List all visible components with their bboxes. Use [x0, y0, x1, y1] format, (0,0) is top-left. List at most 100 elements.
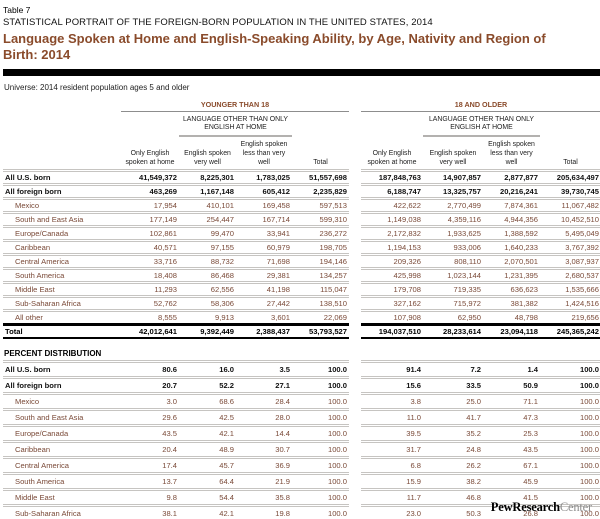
column-gap [349, 309, 361, 323]
subgroup-header-right: LANGUAGE OTHER THAN ONLY ENGLISH AT HOME [423, 115, 540, 138]
value-cell: 410,101 [179, 197, 236, 211]
value-cell: 36.9 [236, 456, 292, 472]
value-cell: 209,326 [361, 253, 423, 267]
value-cell: 2,235,829 [292, 183, 349, 197]
value-cell: 100.0 [292, 456, 349, 472]
column-gap [349, 267, 361, 281]
column-gap [349, 211, 361, 225]
value-cell: 15.6 [361, 376, 423, 392]
column-gap [349, 281, 361, 295]
value-cell: 52,762 [121, 295, 179, 309]
value-cell: 35.2 [423, 424, 483, 440]
table-row: Sub-Saharan Africa 38.1 42.1 19.8 100.0 23.0 5… [3, 504, 600, 519]
table-row: All foreign born 463,269 1,167,148 605,412 2… [3, 183, 600, 197]
value-cell: 31.7 [361, 440, 423, 456]
value-cell: 14,907,857 [423, 169, 483, 183]
value-cell: 1,194,153 [361, 239, 423, 253]
row-label: Europe/Canada [3, 424, 121, 440]
value-cell: 91.4 [361, 360, 423, 376]
value-cell: 100.0 [540, 360, 600, 376]
value-cell: 7.2 [423, 360, 483, 376]
row-label: South America [3, 472, 121, 488]
value-cell: 71,698 [236, 253, 292, 267]
value-cell: 100.0 [292, 472, 349, 488]
table-row: Mexico 17,954 410,101 169,458 597,513 422,622… [3, 197, 600, 211]
value-cell: 39,730,745 [540, 183, 600, 197]
table-row: All other 8,555 9,913 3,601 22,069 107,908 62,… [3, 309, 600, 323]
value-cell: 29,381 [236, 267, 292, 281]
value-cell: 33.5 [423, 376, 483, 392]
value-cell: 597,513 [292, 197, 349, 211]
table-row: Total 42,012,641 9,392,449 2,388,437 53,793,… [3, 323, 600, 340]
value-cell: 100.0 [540, 456, 600, 472]
value-cell: 9,913 [179, 309, 236, 323]
table-row: South and East Asia 177,149 254,447 167,714… [3, 211, 600, 225]
column-gap [349, 440, 361, 456]
value-cell: 219,656 [540, 309, 600, 323]
value-cell: 48.9 [179, 440, 236, 456]
value-cell: 636,623 [483, 281, 540, 295]
value-cell: 52.2 [179, 376, 236, 392]
row-label: All other [3, 309, 121, 323]
value-cell: 20.4 [121, 440, 179, 456]
value-cell: 45.7 [179, 456, 236, 472]
value-cell: 933,006 [423, 239, 483, 253]
value-cell: 3,601 [236, 309, 292, 323]
value-cell: 3.5 [236, 360, 292, 376]
value-cell: 1,149,038 [361, 211, 423, 225]
value-cell: 605,412 [236, 183, 292, 197]
row-label: All U.S. born [3, 169, 121, 183]
table-row: Mexico 3.0 68.6 28.4 100.0 3.8 25.0 71.1 100.0 [3, 392, 600, 408]
column-gap [349, 488, 361, 504]
table-row: Europe/Canada 43.5 42.1 14.4 100.0 39.5 35.2 25… [3, 424, 600, 440]
percent-table-body: All U.S. born 80.6 16.0 3.5 100.0 91.4 7.2 1.4 1… [3, 360, 600, 519]
column-gap [349, 456, 361, 472]
column-gap [349, 225, 361, 239]
value-cell: 46.8 [423, 488, 483, 504]
value-cell: 22,069 [292, 309, 349, 323]
value-cell: 179,708 [361, 281, 423, 295]
table-row: Europe/Canada 102,861 99,470 33,941 236,272 2… [3, 225, 600, 239]
value-cell: 50.3 [423, 504, 483, 519]
value-cell: 41,198 [236, 281, 292, 295]
value-cell: 1,933,625 [423, 225, 483, 239]
value-cell: 194,037,510 [361, 323, 423, 340]
row-label: Central America [3, 456, 121, 472]
value-cell: 38.1 [121, 504, 179, 519]
value-cell: 198,705 [292, 239, 349, 253]
value-cell: 422,622 [361, 197, 423, 211]
value-cell: 7,874,361 [483, 197, 540, 211]
value-cell: 2,770,499 [423, 197, 483, 211]
value-cell: 67.1 [483, 456, 540, 472]
value-cell: 35.8 [236, 488, 292, 504]
value-cell: 100.0 [540, 472, 600, 488]
value-cell: 100.0 [540, 504, 600, 519]
value-cell: 28.0 [236, 408, 292, 424]
value-cell: 2,172,832 [361, 225, 423, 239]
value-cell: 463,269 [121, 183, 179, 197]
value-cell: 71.1 [483, 392, 540, 408]
counts-table-body: All U.S. born 41,549,372 8,225,301 1,783,02… [3, 169, 600, 340]
value-cell: 43.5 [121, 424, 179, 440]
group-header-younger-than-18: YOUNGER THAN 18 [121, 100, 349, 112]
value-cell: 3.0 [121, 392, 179, 408]
value-cell: 25.3 [483, 424, 540, 440]
table-number-label: Table 7 [3, 5, 31, 15]
value-cell: 17.4 [121, 456, 179, 472]
value-cell: 6,188,747 [361, 183, 423, 197]
value-cell: 58,306 [179, 295, 236, 309]
value-cell: 25.0 [423, 392, 483, 408]
table-row: Central America 17.4 45.7 36.9 100.0 6.8 26.2 6… [3, 456, 600, 472]
value-cell: 88,732 [179, 253, 236, 267]
value-cell: 40,571 [121, 239, 179, 253]
value-cell: 1,535,666 [540, 281, 600, 295]
column-header: English spoken less than very well [240, 141, 288, 166]
value-cell: 21.9 [236, 472, 292, 488]
value-cell: 68.6 [179, 392, 236, 408]
value-cell: 42,012,641 [121, 323, 179, 340]
value-cell: 8,555 [121, 309, 179, 323]
value-cell: 8,225,301 [179, 169, 236, 183]
column-gap [349, 472, 361, 488]
value-cell: 42.1 [179, 504, 236, 519]
value-cell: 100.0 [540, 424, 600, 440]
